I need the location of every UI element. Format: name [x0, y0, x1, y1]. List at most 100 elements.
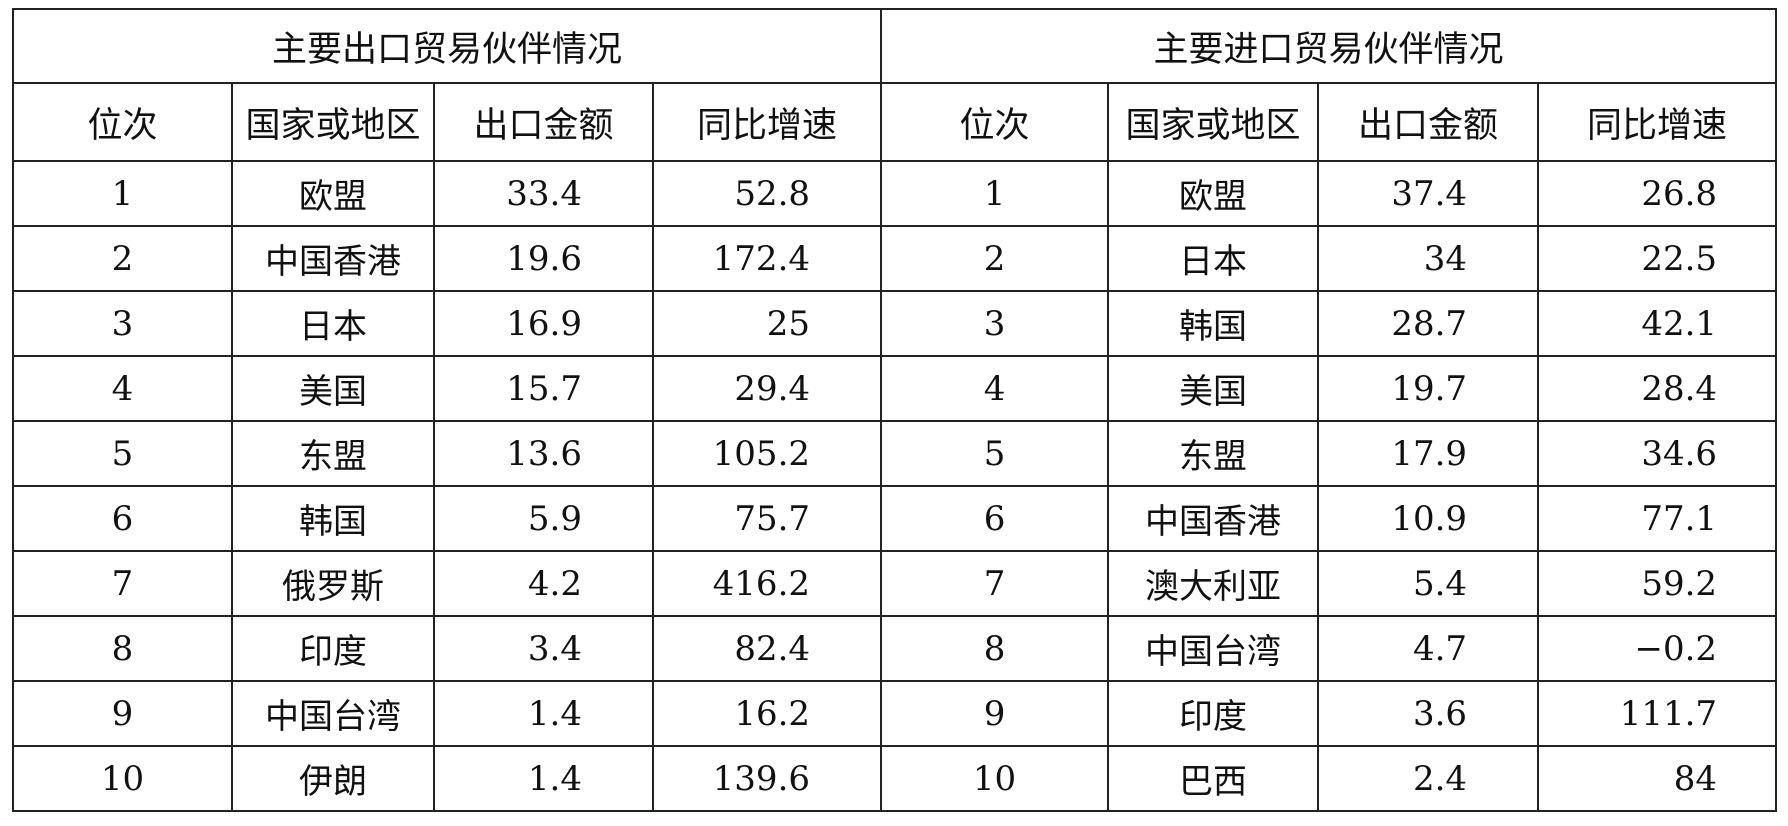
export-growth-cell: 105.2: [651, 420, 883, 487]
export-rank-cell: 10: [12, 745, 233, 812]
table-row: 2 中国香港 19.6 172.4 2 日本 34 22.5: [12, 225, 1778, 292]
table-row: 8 印度 3.4 82.4 8 中国台湾 4.7 −0.2: [12, 615, 1778, 682]
export-growth-cell: 172.4: [651, 225, 883, 292]
import-country-cell: 韩国: [1107, 290, 1320, 357]
import-amount-cell: 37.4: [1317, 160, 1540, 227]
export-country-cell: 美国: [231, 355, 435, 422]
import-rank-cell: 1: [880, 160, 1110, 227]
import-amount-cell: 5.4: [1317, 550, 1540, 617]
export-country-cell: 中国香港: [231, 225, 435, 292]
import-growth-cell: −0.2: [1537, 615, 1778, 682]
import-header-amount: 出口金额: [1317, 82, 1540, 162]
export-growth-cell: 139.6: [651, 745, 883, 812]
import-growth-cell: 59.2: [1537, 550, 1778, 617]
table-row: 4 美国 15.7 29.4 4 美国 19.7 28.4: [12, 355, 1778, 422]
table-row: 9 中国台湾 1.4 16.2 9 印度 3.6 111.7: [12, 680, 1778, 747]
export-rank-cell: 8: [12, 615, 233, 682]
import-country-cell: 中国台湾: [1107, 615, 1320, 682]
export-country-cell: 伊朗: [231, 745, 435, 812]
import-country-cell: 印度: [1107, 680, 1320, 747]
export-amount-cell: 1.4: [433, 680, 654, 747]
import-country-cell: 澳大利亚: [1107, 550, 1320, 617]
import-growth-cell: 111.7: [1537, 680, 1778, 747]
import-growth-cell: 42.1: [1537, 290, 1778, 357]
import-country-cell: 美国: [1107, 355, 1320, 422]
export-country-cell: 俄罗斯: [231, 550, 435, 617]
import-rank-cell: 9: [880, 680, 1110, 747]
import-amount-cell: 10.9: [1317, 485, 1540, 552]
export-growth-cell: 16.2: [651, 680, 883, 747]
export-country-cell: 欧盟: [231, 160, 435, 227]
export-rank-cell: 2: [12, 225, 233, 292]
export-growth-cell: 75.7: [651, 485, 883, 552]
table-row: 3 日本 16.9 25 3 韩国 28.7 42.1: [12, 290, 1778, 357]
export-growth-cell: 416.2: [651, 550, 883, 617]
import-rank-cell: 10: [880, 745, 1110, 812]
export-country-cell: 印度: [231, 615, 435, 682]
export-rank-cell: 7: [12, 550, 233, 617]
import-rank-cell: 8: [880, 615, 1110, 682]
import-country-cell: 东盟: [1107, 420, 1320, 487]
import-growth-cell: 77.1: [1537, 485, 1778, 552]
import-amount-cell: 2.4: [1317, 745, 1540, 812]
export-header-growth: 同比增速: [651, 82, 883, 162]
export-amount-cell: 1.4: [433, 745, 654, 812]
export-amount-cell: 16.9: [433, 290, 654, 357]
export-growth-cell: 82.4: [651, 615, 883, 682]
import-country-cell: 日本: [1107, 225, 1320, 292]
import-rank-cell: 2: [880, 225, 1110, 292]
import-growth-cell: 34.6: [1537, 420, 1778, 487]
export-country-cell: 东盟: [231, 420, 435, 487]
import-amount-cell: 4.7: [1317, 615, 1540, 682]
trade-partners-table-wrapper: 主要出口贸易伙伴情况 主要进口贸易伙伴情况 位次 国家或地区 出口金额 同比增速…: [11, 8, 1778, 812]
import-rank-cell: 5: [880, 420, 1110, 487]
table-row: 1 欧盟 33.4 52.8 1 欧盟 37.4 26.8: [12, 160, 1778, 227]
import-growth-cell: 28.4: [1537, 355, 1778, 422]
import-amount-cell: 3.6: [1317, 680, 1540, 747]
table-row: 5 东盟 13.6 105.2 5 东盟 17.9 34.6: [12, 420, 1778, 487]
export-rank-cell: 4: [12, 355, 233, 422]
import-growth-cell: 84: [1537, 745, 1778, 812]
import-rank-cell: 3: [880, 290, 1110, 357]
export-amount-cell: 15.7: [433, 355, 654, 422]
export-rank-cell: 9: [12, 680, 233, 747]
import-amount-cell: 28.7: [1317, 290, 1540, 357]
import-growth-cell: 22.5: [1537, 225, 1778, 292]
export-country-cell: 中国台湾: [231, 680, 435, 747]
table-row: 7 俄罗斯 4.2 416.2 7 澳大利亚 5.4 59.2: [12, 550, 1778, 617]
import-rank-cell: 4: [880, 355, 1110, 422]
import-country-cell: 欧盟: [1107, 160, 1320, 227]
import-amount-cell: 34: [1317, 225, 1540, 292]
import-header-country: 国家或地区: [1107, 82, 1320, 162]
export-amount-cell: 4.2: [433, 550, 654, 617]
export-amount-cell: 5.9: [433, 485, 654, 552]
export-country-cell: 韩国: [231, 485, 435, 552]
export-growth-cell: 25: [651, 290, 883, 357]
export-section-title: 主要出口贸易伙伴情况: [11, 8, 883, 84]
export-country-cell: 日本: [231, 290, 435, 357]
import-rank-cell: 7: [880, 550, 1110, 617]
export-growth-cell: 52.8: [651, 160, 883, 227]
import-header-rank: 位次: [880, 82, 1110, 162]
import-amount-cell: 19.7: [1317, 355, 1540, 422]
export-amount-cell: 33.4: [433, 160, 654, 227]
export-header-rank: 位次: [12, 82, 233, 162]
export-rank-cell: 1: [12, 160, 233, 227]
column-header-row: 位次 国家或地区 出口金额 同比增速 位次 国家或地区 出口金额 同比增速: [12, 82, 1778, 162]
export-rank-cell: 5: [12, 420, 233, 487]
export-rank-cell: 3: [12, 290, 233, 357]
table-row: 10 伊朗 1.4 139.6 10 巴西 2.4 84: [12, 745, 1778, 812]
export-amount-cell: 13.6: [433, 420, 654, 487]
trade-partners-table: 主要出口贸易伙伴情况 主要进口贸易伙伴情况 位次 国家或地区 出口金额 同比增速…: [11, 8, 1778, 812]
export-amount-cell: 3.4: [433, 615, 654, 682]
import-section-title: 主要进口贸易伙伴情况: [880, 8, 1778, 84]
export-header-country: 国家或地区: [231, 82, 435, 162]
export-header-amount: 出口金额: [433, 82, 654, 162]
import-country-cell: 巴西: [1107, 745, 1320, 812]
import-amount-cell: 17.9: [1317, 420, 1540, 487]
export-growth-cell: 29.4: [651, 355, 883, 422]
section-title-row: 主要出口贸易伙伴情况 主要进口贸易伙伴情况: [11, 8, 1778, 84]
import-rank-cell: 6: [880, 485, 1110, 552]
import-growth-cell: 26.8: [1537, 160, 1778, 227]
table-row: 6 韩国 5.9 75.7 6 中国香港 10.9 77.1: [12, 485, 1778, 552]
